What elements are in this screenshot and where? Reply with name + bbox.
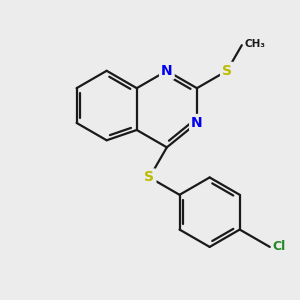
- Text: N: N: [191, 116, 203, 130]
- Text: N: N: [161, 64, 173, 78]
- Text: S: S: [145, 170, 154, 184]
- Text: S: S: [222, 64, 232, 78]
- Text: CH₃: CH₃: [245, 39, 266, 49]
- Text: Cl: Cl: [273, 240, 286, 254]
